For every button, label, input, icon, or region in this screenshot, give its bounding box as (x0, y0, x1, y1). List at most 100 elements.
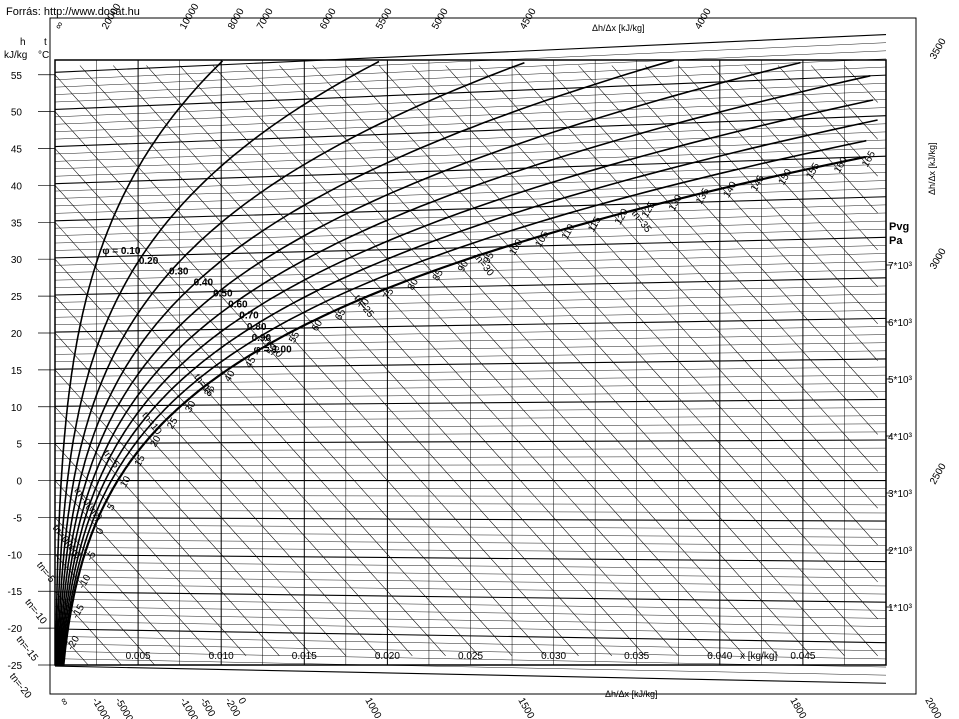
source-note: Forrás: http://www.dosat.hu (6, 6, 140, 18)
isotherm-line (54, 285, 887, 303)
saturation-edge-number: 85 (431, 268, 446, 284)
enthalpy-line (79, 65, 613, 656)
enthalpy-line (345, 65, 878, 656)
saturation-edge-number: 130 (667, 193, 685, 213)
isotherm-line (54, 472, 887, 474)
enthalpy-lines (54, 65, 878, 666)
isotherm-line (54, 455, 887, 459)
isotherm-line (54, 188, 887, 214)
h-tick-label: 10 (11, 403, 23, 414)
bottom-scale-label: -5000 (112, 696, 135, 719)
h-tick-label: 5 (16, 440, 22, 451)
saturation-edge-number: 90 (456, 259, 471, 275)
isotherm-line (54, 253, 887, 273)
enthalpy-line (54, 259, 413, 656)
x-tick-label: 0.010 (209, 651, 234, 662)
h-tick-label: -5 (13, 513, 22, 524)
h-tick-label: 25 (11, 292, 23, 303)
enthalpy-line (378, 65, 878, 620)
rh-curve (61, 139, 867, 667)
x-tick-label: 0.040 (707, 651, 732, 662)
rh-label: 0.60 (228, 299, 248, 310)
top-scale-label: 10000 (178, 2, 202, 32)
isotherm-line (54, 569, 887, 579)
pressure-tick-label: 7*10³ (888, 261, 913, 272)
isotherm-line (54, 554, 887, 563)
x-tick-label: 0.005 (126, 651, 151, 662)
wetbulb-label: tn=-5 (34, 560, 57, 585)
pressure-tick-label: 5*10³ (888, 375, 913, 386)
saturation-edge-number: 50 (265, 342, 280, 358)
isotherm-line (54, 212, 887, 236)
saturation-edge-number: 70 (357, 296, 372, 312)
bottom-scale-label: -1000 (177, 696, 200, 719)
isotherm-line (54, 164, 887, 192)
saturation-edge-number: 30 (183, 399, 198, 415)
x-tick-label: 0.015 (292, 651, 317, 662)
rh-label: φ = 0.10 (102, 246, 140, 257)
enthalpy-line (545, 65, 878, 435)
saturation-edge-number: 140 (722, 180, 740, 200)
isotherm-line (54, 447, 887, 452)
h-tick-label: 55 (11, 71, 23, 82)
isotherm-line (54, 423, 887, 429)
isotherm-line (54, 628, 887, 644)
rh-label: φ = 1.00 (254, 344, 292, 355)
isotherm-line (54, 510, 887, 514)
enthalpy-line (54, 185, 480, 656)
isotherm-line (54, 391, 887, 400)
rh-label: 0.70 (239, 311, 259, 322)
top-scale-label: 4000 (693, 6, 714, 31)
x-tick-label: 0.045 (790, 651, 815, 662)
pressure-tick-label: 2*10³ (888, 546, 913, 557)
saturation-edge-number: 5 (105, 502, 118, 513)
isotherm-line (54, 66, 887, 103)
isotherm-line (54, 415, 887, 422)
rh-curve (55, 60, 380, 667)
isotherm-line (54, 439, 887, 444)
outer-frame (49, 17, 917, 695)
enthalpy-line (511, 65, 878, 472)
isotherm-line (54, 495, 887, 497)
pressure-tick-label: 1*10³ (888, 603, 913, 614)
rh-curve (59, 75, 871, 667)
isotherm-line (54, 293, 887, 311)
top-scale-label: 6000 (318, 6, 339, 31)
enthalpy-line (212, 65, 745, 656)
h-tick-label: 30 (11, 255, 23, 266)
isotherm-line (54, 636, 887, 652)
saturation-edge-number: 125 (640, 200, 658, 220)
x-tick-label: 0.025 (458, 651, 483, 662)
bottom-scale-label: -500 (197, 696, 217, 719)
rh-label: 0.40 (194, 277, 214, 288)
rh-curve (62, 155, 866, 667)
enthalpy-line (54, 332, 347, 656)
enthalpy-line (611, 65, 878, 361)
top-scale-label: 8000 (226, 6, 247, 31)
saturation-edge-number: 165 (860, 149, 878, 169)
x-tick-label: 0.030 (541, 651, 566, 662)
isotherm-line (54, 606, 887, 619)
isotherm-line (54, 591, 887, 603)
top-scale-label: 3000 (928, 246, 949, 271)
saturation-edge-number: 45 (243, 355, 258, 371)
enthalpy-line (54, 369, 313, 656)
isotherm-line (54, 651, 887, 668)
isotherm-line (54, 584, 887, 595)
saturation-edge-number: 80 (406, 277, 421, 293)
enthalpy-line (711, 65, 878, 251)
saturation-edge-number: 75 (381, 286, 396, 302)
bottom-scale-label: 1500 (515, 696, 536, 719)
isotherm-line (54, 91, 887, 125)
top-scale-label: 2500 (928, 461, 949, 486)
scale-right-label: Δh/Δx [kJ/kg] (927, 142, 937, 195)
enthalpy-line (54, 148, 513, 656)
bottom-scale-label: -10000 (89, 696, 114, 719)
isotherm-line (54, 34, 887, 73)
top-scale-label: 20000 (100, 2, 124, 32)
saturation-edge-number: 65 (333, 307, 348, 323)
isotherm-line (54, 350, 887, 363)
isotherm-line (54, 532, 887, 538)
